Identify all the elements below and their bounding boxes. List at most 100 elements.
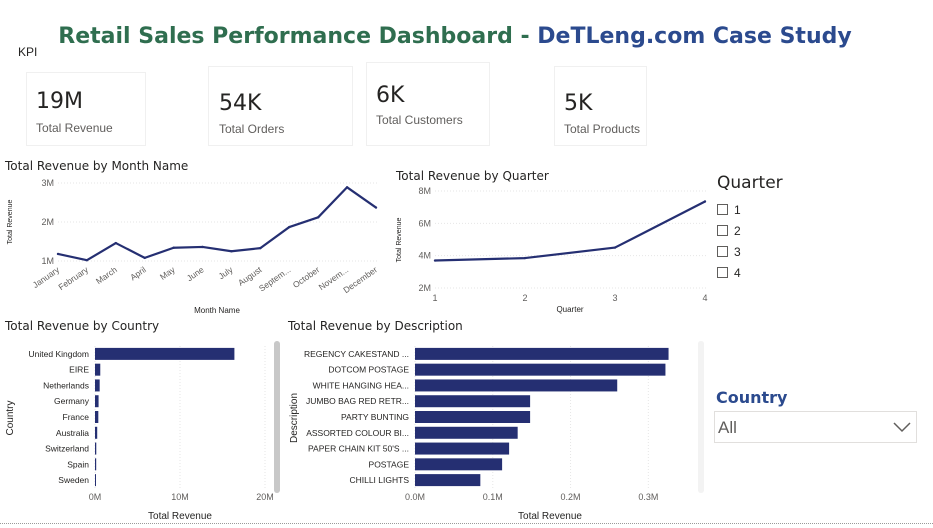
x-tick-label: 0.3M bbox=[638, 492, 658, 502]
x-axis-title: Month Name bbox=[194, 306, 240, 315]
checkbox-icon[interactable] bbox=[717, 246, 728, 257]
x-tick-label: May bbox=[158, 264, 178, 282]
quarter-option-1[interactable]: 1 bbox=[717, 199, 741, 220]
y-axis-title: Country bbox=[5, 400, 16, 435]
x-tick-label: 10M bbox=[171, 492, 189, 502]
bar bbox=[95, 474, 96, 487]
data-point bbox=[230, 250, 233, 253]
bar bbox=[415, 347, 669, 360]
country-chart-scrollbar[interactable] bbox=[274, 341, 280, 493]
x-tick-label: June bbox=[185, 264, 206, 283]
category-label: JUMBO BAG RED RETR... bbox=[306, 396, 409, 406]
description-chart-title: Total Revenue by Description bbox=[288, 319, 463, 333]
country-chart-scrollbar-thumb[interactable] bbox=[274, 341, 280, 493]
category-label: Netherlands bbox=[43, 380, 89, 390]
data-point bbox=[143, 256, 146, 260]
checkbox-icon[interactable] bbox=[717, 267, 728, 278]
x-tick-label: 0.1M bbox=[483, 492, 503, 502]
quarter-slicer-title: Quarter bbox=[717, 173, 783, 193]
kpi-value: 19M bbox=[36, 89, 83, 114]
bar bbox=[95, 395, 99, 408]
y-axis-title: Description bbox=[289, 393, 300, 443]
y-axis-title: Total Revenue bbox=[396, 218, 403, 263]
y-tick-label: 8M bbox=[418, 186, 431, 196]
dashboard-title-main: Retail Sales Performance Dashboard bbox=[58, 24, 513, 49]
category-label: Spain bbox=[67, 459, 89, 469]
country-slicer-title: Country bbox=[716, 388, 788, 407]
x-tick-label: 1 bbox=[432, 293, 437, 303]
page-bottom-divider bbox=[0, 523, 933, 524]
description-chart-scrollbar[interactable] bbox=[698, 341, 704, 493]
data-point bbox=[316, 216, 320, 219]
category-label: PAPER CHAIN KIT 50'S ... bbox=[308, 444, 409, 454]
bar bbox=[95, 379, 100, 392]
checkbox-icon[interactable] bbox=[717, 204, 728, 215]
data-point bbox=[114, 241, 118, 245]
quarter-option-label: 4 bbox=[734, 265, 741, 280]
checkbox-icon[interactable] bbox=[717, 225, 728, 236]
bar bbox=[415, 395, 531, 408]
x-tick-label: 0.0M bbox=[405, 492, 425, 502]
x-tick-label: October bbox=[291, 264, 322, 290]
category-label: EIRE bbox=[69, 365, 89, 375]
data-point bbox=[374, 206, 378, 209]
quarter-revenue-line-chart[interactable]: 2M 4M 6M 8M 1 2 3 4 Quarter Total Revenue bbox=[390, 182, 715, 318]
category-label: Australia bbox=[56, 428, 89, 438]
category-label: France bbox=[63, 412, 90, 422]
quarter-option-4[interactable]: 4 bbox=[717, 262, 741, 283]
quarter-option-3[interactable]: 3 bbox=[717, 241, 741, 262]
kpi-label: Total Customers bbox=[376, 113, 463, 127]
quarter-option-label: 2 bbox=[734, 223, 741, 238]
kpi-value: 6K bbox=[376, 83, 405, 108]
country-revenue-bar-chart[interactable]: 0M 10M 20M United Kingdom EIRE Netherlands Ger… bbox=[0, 334, 275, 522]
bar bbox=[415, 363, 666, 376]
category-label: DOTCOM POSTAGE bbox=[328, 365, 409, 375]
y-tick-label: 1M bbox=[41, 256, 54, 266]
kpi-value: 54K bbox=[219, 91, 262, 116]
category-label: REGENCY CAKESTAND ... bbox=[304, 349, 409, 359]
bar bbox=[415, 458, 503, 471]
bar bbox=[415, 474, 481, 487]
x-tick-label: 2 bbox=[522, 293, 527, 303]
data-point bbox=[345, 186, 349, 189]
chevron-down-icon[interactable] bbox=[892, 421, 912, 433]
data-point bbox=[703, 200, 707, 203]
kpi-card-total-customers[interactable]: 6K Total Customers bbox=[366, 62, 490, 146]
category-label: PARTY BUNTING bbox=[341, 412, 409, 422]
x-tick-label: March bbox=[94, 264, 119, 286]
bar bbox=[95, 426, 98, 439]
bar bbox=[95, 458, 97, 471]
kpi-card-total-products[interactable]: 5K Total Products bbox=[554, 66, 647, 146]
category-label: Germany bbox=[54, 396, 90, 406]
data-point bbox=[288, 225, 291, 229]
data-point bbox=[172, 246, 175, 249]
y-tick-label: 6M bbox=[418, 218, 431, 228]
y-tick-label: 2M bbox=[41, 217, 54, 227]
description-chart-scrollbar-thumb[interactable] bbox=[698, 341, 704, 493]
quarter-option-2[interactable]: 2 bbox=[717, 220, 741, 241]
quarter-slicer: 1 2 3 4 bbox=[717, 199, 741, 283]
data-point bbox=[56, 252, 60, 256]
quarter-chart-title: Total Revenue by Quarter bbox=[396, 169, 549, 183]
bar bbox=[415, 442, 510, 455]
country-dropdown[interactable]: All bbox=[714, 411, 917, 443]
x-axis-title: Total Revenue bbox=[518, 511, 582, 522]
quarter-option-label: 3 bbox=[734, 244, 741, 259]
description-revenue-bar-chart[interactable]: 0.0M 0.1M 0.2M 0.3M REGENCY CAKESTAND ... DOT… bbox=[283, 334, 703, 522]
bar bbox=[95, 411, 99, 423]
kpi-card-total-revenue[interactable]: 19M Total Revenue bbox=[26, 72, 146, 146]
x-tick-label: 0M bbox=[89, 492, 102, 502]
x-tick-label: July bbox=[216, 264, 235, 281]
category-label: ASSORTED COLOUR BI... bbox=[306, 428, 409, 438]
y-tick-label: 4M bbox=[418, 251, 431, 261]
category-label: WHITE HANGING HEA... bbox=[313, 380, 409, 390]
data-point bbox=[85, 259, 89, 262]
x-tick-label: 3 bbox=[612, 293, 617, 303]
kpi-section-label: KPI bbox=[18, 45, 38, 59]
country-chart-title: Total Revenue by Country bbox=[5, 319, 160, 333]
kpi-card-total-orders[interactable]: 54K Total Orders bbox=[208, 66, 353, 146]
data-point bbox=[201, 245, 204, 249]
bar bbox=[95, 442, 97, 455]
category-label: CHILLI LIGHTS bbox=[349, 475, 409, 485]
